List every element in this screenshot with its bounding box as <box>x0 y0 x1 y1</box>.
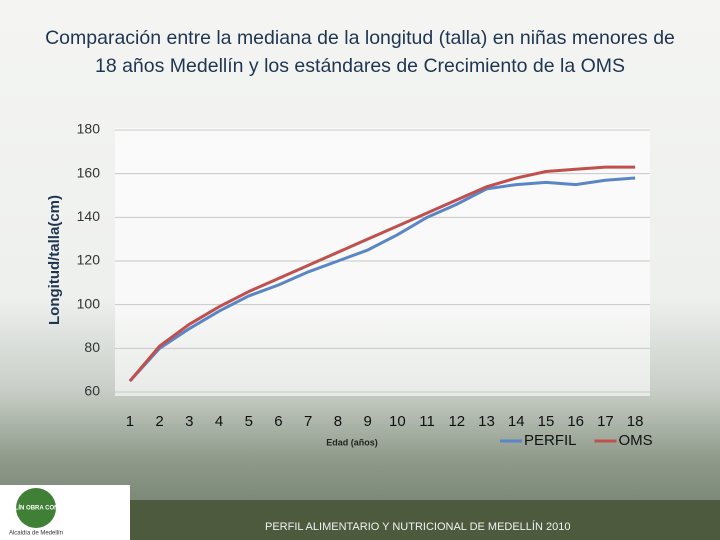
y-tick-label: 100 <box>77 295 101 311</box>
x-tick-label: 4 <box>215 413 223 430</box>
data-line <box>128 165 636 383</box>
plot-area <box>115 128 650 396</box>
logo-badge <box>16 488 56 528</box>
legend-label: OMS <box>619 432 653 449</box>
y-tick-label: 180 <box>77 121 101 137</box>
x-tick-label: 8 <box>334 413 342 430</box>
x-tick-label: 11 <box>419 413 435 430</box>
x-tick-label: 16 <box>567 413 584 430</box>
legend-label: PERFIL <box>524 432 577 449</box>
x-tick-label: 3 <box>185 413 193 430</box>
y-tick-label: 160 <box>77 164 101 180</box>
y-tick-label: 140 <box>77 208 101 224</box>
x-tick-label: 12 <box>448 413 465 430</box>
x-tick-label: 13 <box>478 413 495 430</box>
x-tick-label: 5 <box>245 413 253 430</box>
x-tick-label: 10 <box>389 413 406 430</box>
logo-text: MEDELLÍN OBRA CON AMOR <box>0 504 79 512</box>
data-line <box>128 176 636 383</box>
x-tick-label: 17 <box>597 413 614 430</box>
x-tick-label: 9 <box>363 413 371 430</box>
logo-caption: Alcaldía de Medellín <box>9 531 63 537</box>
footer-banner: PERFIL ALIMENTARIO Y NUTRICIONAL DE MEDE… <box>265 520 570 533</box>
x-tick-label: 14 <box>508 413 525 430</box>
x-tick-label: 15 <box>538 413 555 430</box>
x-tick-label: 18 <box>627 413 644 430</box>
y-tick-label: 60 <box>84 383 100 399</box>
y-axis-label: Longitud/talla(cm) <box>46 195 63 325</box>
x-tick-label: 2 <box>155 413 163 430</box>
x-tick-label: 7 <box>304 413 312 430</box>
y-tick-label: 80 <box>84 339 100 355</box>
x-tick-label: 6 <box>274 413 282 430</box>
x-tick-label: 1 <box>126 413 134 430</box>
y-tick-label: 120 <box>77 252 101 268</box>
chart-title: Comparación entre la mediana de la longi… <box>45 27 675 77</box>
x-axis-label: Edad (años) <box>326 437 378 447</box>
